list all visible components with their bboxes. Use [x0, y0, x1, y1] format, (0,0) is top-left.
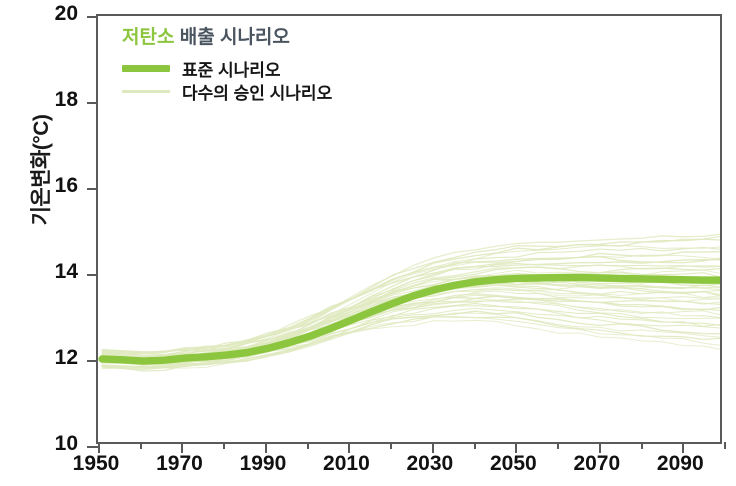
legend-item-standard: 표준 시나리오	[122, 57, 422, 80]
x-tick-label-1970: 1970	[156, 452, 203, 475]
legend-line-swatch-standard	[122, 64, 170, 72]
ensemble-line	[101, 238, 720, 354]
x-tick-1950	[98, 442, 100, 453]
x-tick-label-2010: 2010	[323, 452, 370, 475]
y-tick-label-12: 12	[54, 346, 78, 369]
x-tick-label-2030: 2030	[406, 452, 454, 475]
x-tick-2050	[515, 442, 518, 453]
x-tick-label-2090: 2090	[656, 452, 704, 475]
legend-item-ensemble: 다수의 승인 시나리오	[122, 80, 422, 103]
ensemble-line	[101, 254, 720, 357]
legend-title: 저탄소 배출 시나리오	[122, 26, 422, 50]
x-tick-label-2070: 2070	[573, 452, 621, 475]
ensemble-line	[101, 290, 720, 365]
series-canvas	[98, 233, 720, 372]
y-tick-label-14: 14	[54, 260, 78, 283]
ensemble-line	[101, 295, 720, 366]
x-tick-minor-1960	[139, 442, 142, 449]
x-tick-minor-2100	[724, 442, 726, 449]
ensemble-line	[101, 307, 720, 369]
x-tick-minor-2000	[306, 442, 309, 449]
x-tick-2010	[348, 442, 351, 453]
standard-scenario-line	[98, 273, 720, 365]
legend-label-ensemble: 다수의 승인 시나리오	[182, 83, 333, 103]
y-tick-12	[87, 360, 98, 362]
ensemble-line	[101, 305, 720, 369]
x-tick-1990	[264, 442, 267, 453]
y-tick-10	[87, 446, 98, 448]
x-tick-minor-2060	[557, 442, 560, 449]
legend-line-swatch-ensemble	[122, 89, 170, 93]
y-tick-18	[87, 102, 98, 104]
legend: 저탄소 배출 시나리오 표준 시나리오 다수의 승인 시나리오	[122, 26, 422, 103]
x-tick-label-1990: 1990	[239, 452, 287, 475]
x-tick-label-1950: 1950	[72, 452, 120, 475]
x-tick-2030	[431, 442, 434, 453]
y-tick-label-18: 18	[54, 88, 78, 111]
legend-title-accent: 저탄소	[122, 27, 175, 48]
x-tick-minor-2080	[640, 442, 643, 449]
ensemble-line	[101, 233, 720, 353]
x-tick-1970	[181, 442, 184, 453]
ensemble-line	[101, 319, 720, 370]
ensemble-line	[101, 235, 720, 353]
x-tick-2070	[598, 442, 601, 453]
legend-title-plain: 배출 시나리오	[174, 27, 290, 48]
y-tick-20	[87, 16, 98, 18]
x-tick-minor-1980	[223, 442, 226, 449]
y-tick-label-20: 20	[54, 2, 78, 25]
ensemble-line	[101, 316, 720, 372]
y-tick-label-10: 10	[54, 432, 78, 455]
y-tick-16	[87, 188, 98, 190]
y-tick-14	[87, 274, 98, 276]
legend-label-standard: 표준 시나리오	[182, 60, 281, 80]
y-tick-label-16: 16	[54, 174, 78, 197]
plot-area	[87, 14, 726, 453]
x-tick-minor-2040	[473, 442, 476, 449]
x-tick-2090	[682, 442, 685, 453]
x-tick-minor-2020	[390, 442, 393, 449]
x-tick-label-2050: 2050	[489, 452, 537, 475]
